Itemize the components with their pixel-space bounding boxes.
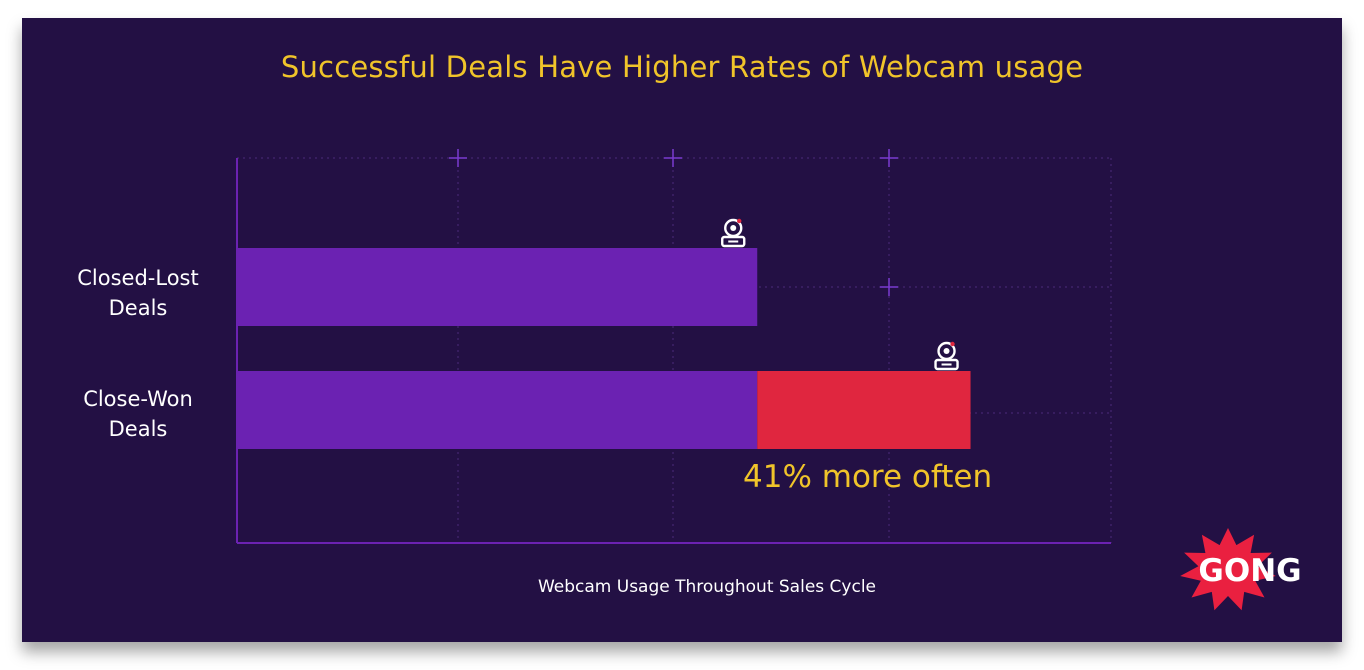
gong-logo: GONG — [1180, 528, 1302, 611]
chart-title: Successful Deals Have Higher Rates of We… — [280, 50, 1084, 84]
category-label-line: Close-Won — [83, 387, 193, 411]
gong-logo-text: GONG — [1198, 553, 1301, 589]
x-axis-label: Webcam Usage Throughout Sales Cycle — [537, 577, 877, 597]
category-label-closed-lost: Closed-Lost Deals — [63, 263, 213, 323]
category-label-line: Deals — [108, 417, 168, 441]
chart-card — [22, 18, 1342, 642]
bar-increase-1 — [757, 371, 971, 449]
comparison-annotation: 41% more often — [743, 459, 993, 495]
category-label-close-won: Close-Won Deals — [63, 384, 213, 444]
webcam-icon — [721, 218, 746, 248]
category-label-line: Closed-Lost — [77, 266, 199, 290]
category-label-line: Deals — [108, 296, 168, 320]
bar-base-1 — [237, 371, 758, 449]
webcam-icon — [934, 341, 959, 371]
bar-base-0 — [237, 248, 758, 326]
